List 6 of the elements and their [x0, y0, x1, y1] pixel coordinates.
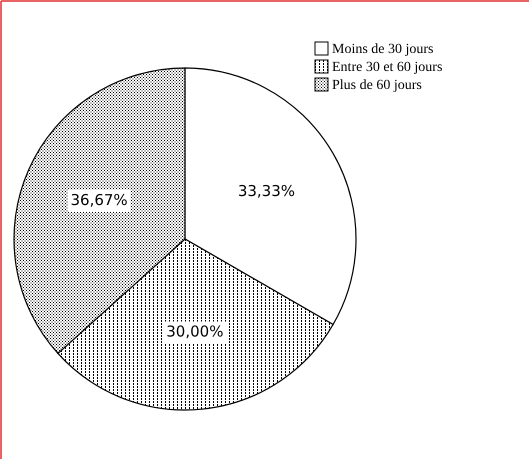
data-label: 33,33%	[238, 182, 296, 200]
legend-label: Entre 30 et 60 jours	[332, 60, 442, 75]
data-label: 36,67%	[70, 190, 128, 209]
legend-label: Plus de 60 jours	[332, 78, 422, 93]
data-label: 30,00%	[166, 322, 224, 341]
legend-label: Moins de 30 jours	[332, 42, 434, 57]
